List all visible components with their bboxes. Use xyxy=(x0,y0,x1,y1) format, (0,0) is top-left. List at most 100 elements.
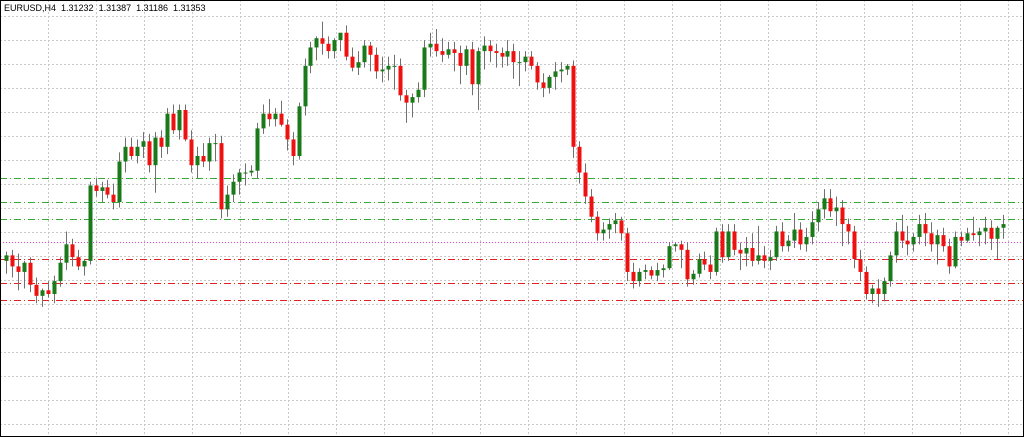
candle-body xyxy=(314,38,319,48)
candle-bearish xyxy=(76,249,81,271)
candle-body xyxy=(10,255,15,267)
candle-body xyxy=(822,198,827,210)
candle-body xyxy=(565,65,570,70)
candle-body xyxy=(553,71,558,77)
candle-bearish xyxy=(28,257,33,293)
candle-bearish xyxy=(905,225,910,256)
candle-body xyxy=(583,172,588,197)
candle-bearish xyxy=(971,216,976,241)
candle-bearish xyxy=(404,89,409,123)
candle-body xyxy=(541,82,546,88)
candle-body xyxy=(189,139,194,166)
candle-bullish xyxy=(607,218,612,239)
candle-bullish xyxy=(601,222,606,241)
candle-bullish xyxy=(1001,214,1006,239)
candle-bullish xyxy=(983,216,988,245)
candle-body xyxy=(308,47,313,66)
candle-bearish xyxy=(798,222,803,250)
candle-bullish xyxy=(416,82,421,103)
candle-bullish xyxy=(995,225,1000,260)
candle-bullish xyxy=(464,45,469,76)
candle-bearish xyxy=(171,104,176,134)
candle-bearish xyxy=(470,41,475,96)
candle-body xyxy=(643,270,648,272)
candle-body xyxy=(911,236,916,245)
candle-body xyxy=(105,187,110,195)
candle-bullish xyxy=(314,36,319,61)
candle-body xyxy=(386,65,391,70)
candle-bullish xyxy=(422,40,427,98)
candle-body xyxy=(876,288,881,294)
candle-bullish xyxy=(523,51,528,72)
candle-bullish xyxy=(261,104,266,134)
candle-bearish xyxy=(649,266,654,280)
candle-bearish xyxy=(529,51,534,70)
candle-body xyxy=(679,244,684,250)
candle-body xyxy=(547,76,552,88)
candle-body xyxy=(177,110,182,131)
candle-body xyxy=(52,281,57,294)
candle-bullish xyxy=(810,211,815,245)
candle-body xyxy=(398,65,403,96)
candle-body xyxy=(440,51,445,55)
candle-bullish xyxy=(207,137,212,171)
candle-body xyxy=(76,257,81,267)
candle-bullish xyxy=(870,284,875,304)
candle-body xyxy=(422,47,427,90)
candle-bullish xyxy=(726,224,731,261)
candle-bearish xyxy=(16,253,21,291)
candle-body xyxy=(965,233,970,241)
candle-body xyxy=(571,65,576,147)
candle-bullish xyxy=(303,58,308,116)
candle-body xyxy=(147,141,152,166)
candle-bearish xyxy=(285,119,290,151)
candle-bearish xyxy=(840,200,845,247)
candle-bearish xyxy=(368,41,373,72)
candle-bullish xyxy=(673,242,678,252)
candle-bullish xyxy=(177,104,182,140)
candle-bullish xyxy=(428,32,433,57)
candle-body xyxy=(100,187,105,191)
candle-bearish xyxy=(46,281,51,298)
candle-bearish xyxy=(189,130,194,173)
candle-bearish xyxy=(750,233,755,267)
candle-body xyxy=(535,65,540,83)
candle-bullish xyxy=(744,236,749,267)
candle-bullish xyxy=(822,189,827,219)
candle-bearish xyxy=(320,21,325,55)
candle-body xyxy=(141,141,146,147)
candle-bullish xyxy=(756,225,761,265)
candle-body xyxy=(661,268,666,271)
candle-bearish xyxy=(876,279,881,307)
candle-bullish xyxy=(559,62,564,83)
candle-body xyxy=(416,89,421,98)
candle-bearish xyxy=(858,249,863,282)
candle-bearish xyxy=(535,62,540,90)
candle-bearish xyxy=(374,47,379,79)
candle-body xyxy=(34,284,39,296)
candle-bearish xyxy=(511,43,516,79)
candle-bullish xyxy=(697,253,702,278)
candle-bearish xyxy=(864,266,869,300)
candle-body xyxy=(923,224,928,234)
candle-body xyxy=(726,231,731,258)
candle-bearish xyxy=(959,231,964,247)
candle-body xyxy=(607,224,612,230)
candle-bullish xyxy=(100,181,105,202)
candle-body xyxy=(219,143,224,210)
candle-body xyxy=(935,235,940,245)
candle-bearish xyxy=(267,98,272,127)
candle-body xyxy=(392,65,397,67)
candle-bullish xyxy=(768,249,773,271)
candle-body xyxy=(511,51,516,63)
candle-body xyxy=(237,172,242,182)
candle-body xyxy=(70,244,75,258)
candle-bullish xyxy=(135,139,140,164)
candle-bullish xyxy=(804,227,809,252)
candle-body xyxy=(601,229,606,234)
symbol-timeframe: EURUSD,H4 xyxy=(4,3,57,13)
candle-bearish xyxy=(183,104,188,142)
candle-body xyxy=(40,290,45,296)
